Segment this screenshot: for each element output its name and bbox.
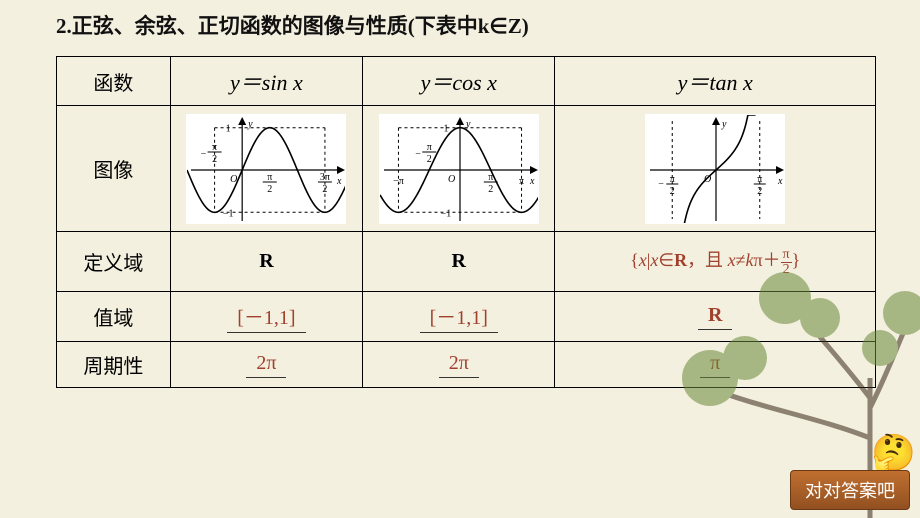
range-tan: R xyxy=(698,304,732,330)
svg-text:x: x xyxy=(529,176,535,187)
svg-text:π: π xyxy=(488,172,493,183)
check-answer-button[interactable]: 对对答案吧 xyxy=(790,470,910,510)
svg-text:2: 2 xyxy=(212,154,217,165)
header-domain: 定义域 xyxy=(57,232,171,292)
svg-text:x: x xyxy=(777,176,783,187)
svg-text:−π: −π xyxy=(393,176,404,187)
svg-text:O: O xyxy=(231,174,238,185)
range-sin: [－1,1] xyxy=(227,301,305,333)
header-graph: 图像 xyxy=(57,106,171,232)
domain-tan: {x|x∈R，且 x≠kπ＋π2} xyxy=(630,250,800,270)
svg-text:x: x xyxy=(336,176,342,187)
header-period: 周期性 xyxy=(57,342,171,388)
svg-text:π: π xyxy=(212,142,217,153)
svg-text:π: π xyxy=(519,176,524,187)
svg-text:−1: −1 xyxy=(223,208,234,219)
svg-text:2: 2 xyxy=(757,186,762,197)
svg-text:y: y xyxy=(248,119,254,130)
svg-text:1: 1 xyxy=(226,123,231,134)
domain-sin: R xyxy=(259,250,273,272)
svg-text:−: − xyxy=(658,179,664,190)
period-cos: 2π xyxy=(439,352,479,378)
svg-text:π: π xyxy=(670,174,675,185)
period-tan: π xyxy=(700,352,730,378)
thinking-emoji-icon: 🤔 xyxy=(871,432,916,474)
fn-tan-name: y＝tan x xyxy=(678,70,753,95)
svg-text:−: − xyxy=(415,149,421,160)
svg-text:2: 2 xyxy=(488,184,493,195)
graph-cos-cell: yxO1−1−π−π2π2π xyxy=(363,106,555,232)
svg-text:O: O xyxy=(448,174,455,185)
svg-text:−: − xyxy=(201,149,207,160)
section-heading: 2.正弦、余弦、正切函数的图像与性质(下表中k∈Z) xyxy=(56,10,529,40)
svg-text:2: 2 xyxy=(670,186,675,197)
properties-table: 函数 y＝sin x y＝cos x y＝tan x 图像 yxO1−1−π2π… xyxy=(56,56,876,388)
svg-text:y: y xyxy=(721,119,727,130)
graph-tan-cell: yxO−π2π2 xyxy=(555,106,876,232)
svg-text:2: 2 xyxy=(323,184,328,195)
fn-cos-name: y＝cos x xyxy=(421,70,497,95)
graph-sin-cell: yxO1−1−π2π23π2 xyxy=(170,106,362,232)
header-range: 值域 xyxy=(57,292,171,342)
svg-text:1: 1 xyxy=(443,123,448,134)
svg-text:3π: 3π xyxy=(320,172,330,183)
svg-text:π: π xyxy=(757,174,762,185)
svg-text:π: π xyxy=(426,142,431,153)
period-sin: 2π xyxy=(246,352,286,378)
range-cos: [－1,1] xyxy=(420,301,498,333)
svg-text:2: 2 xyxy=(268,184,273,195)
svg-text:π: π xyxy=(268,172,273,183)
svg-text:−1: −1 xyxy=(440,208,451,219)
fn-sin-name: y＝sin x xyxy=(230,70,303,95)
domain-cos: R xyxy=(452,250,466,272)
svg-text:2: 2 xyxy=(426,154,431,165)
svg-text:y: y xyxy=(465,119,471,130)
header-func: 函数 xyxy=(57,57,171,106)
svg-text:O: O xyxy=(704,174,711,185)
